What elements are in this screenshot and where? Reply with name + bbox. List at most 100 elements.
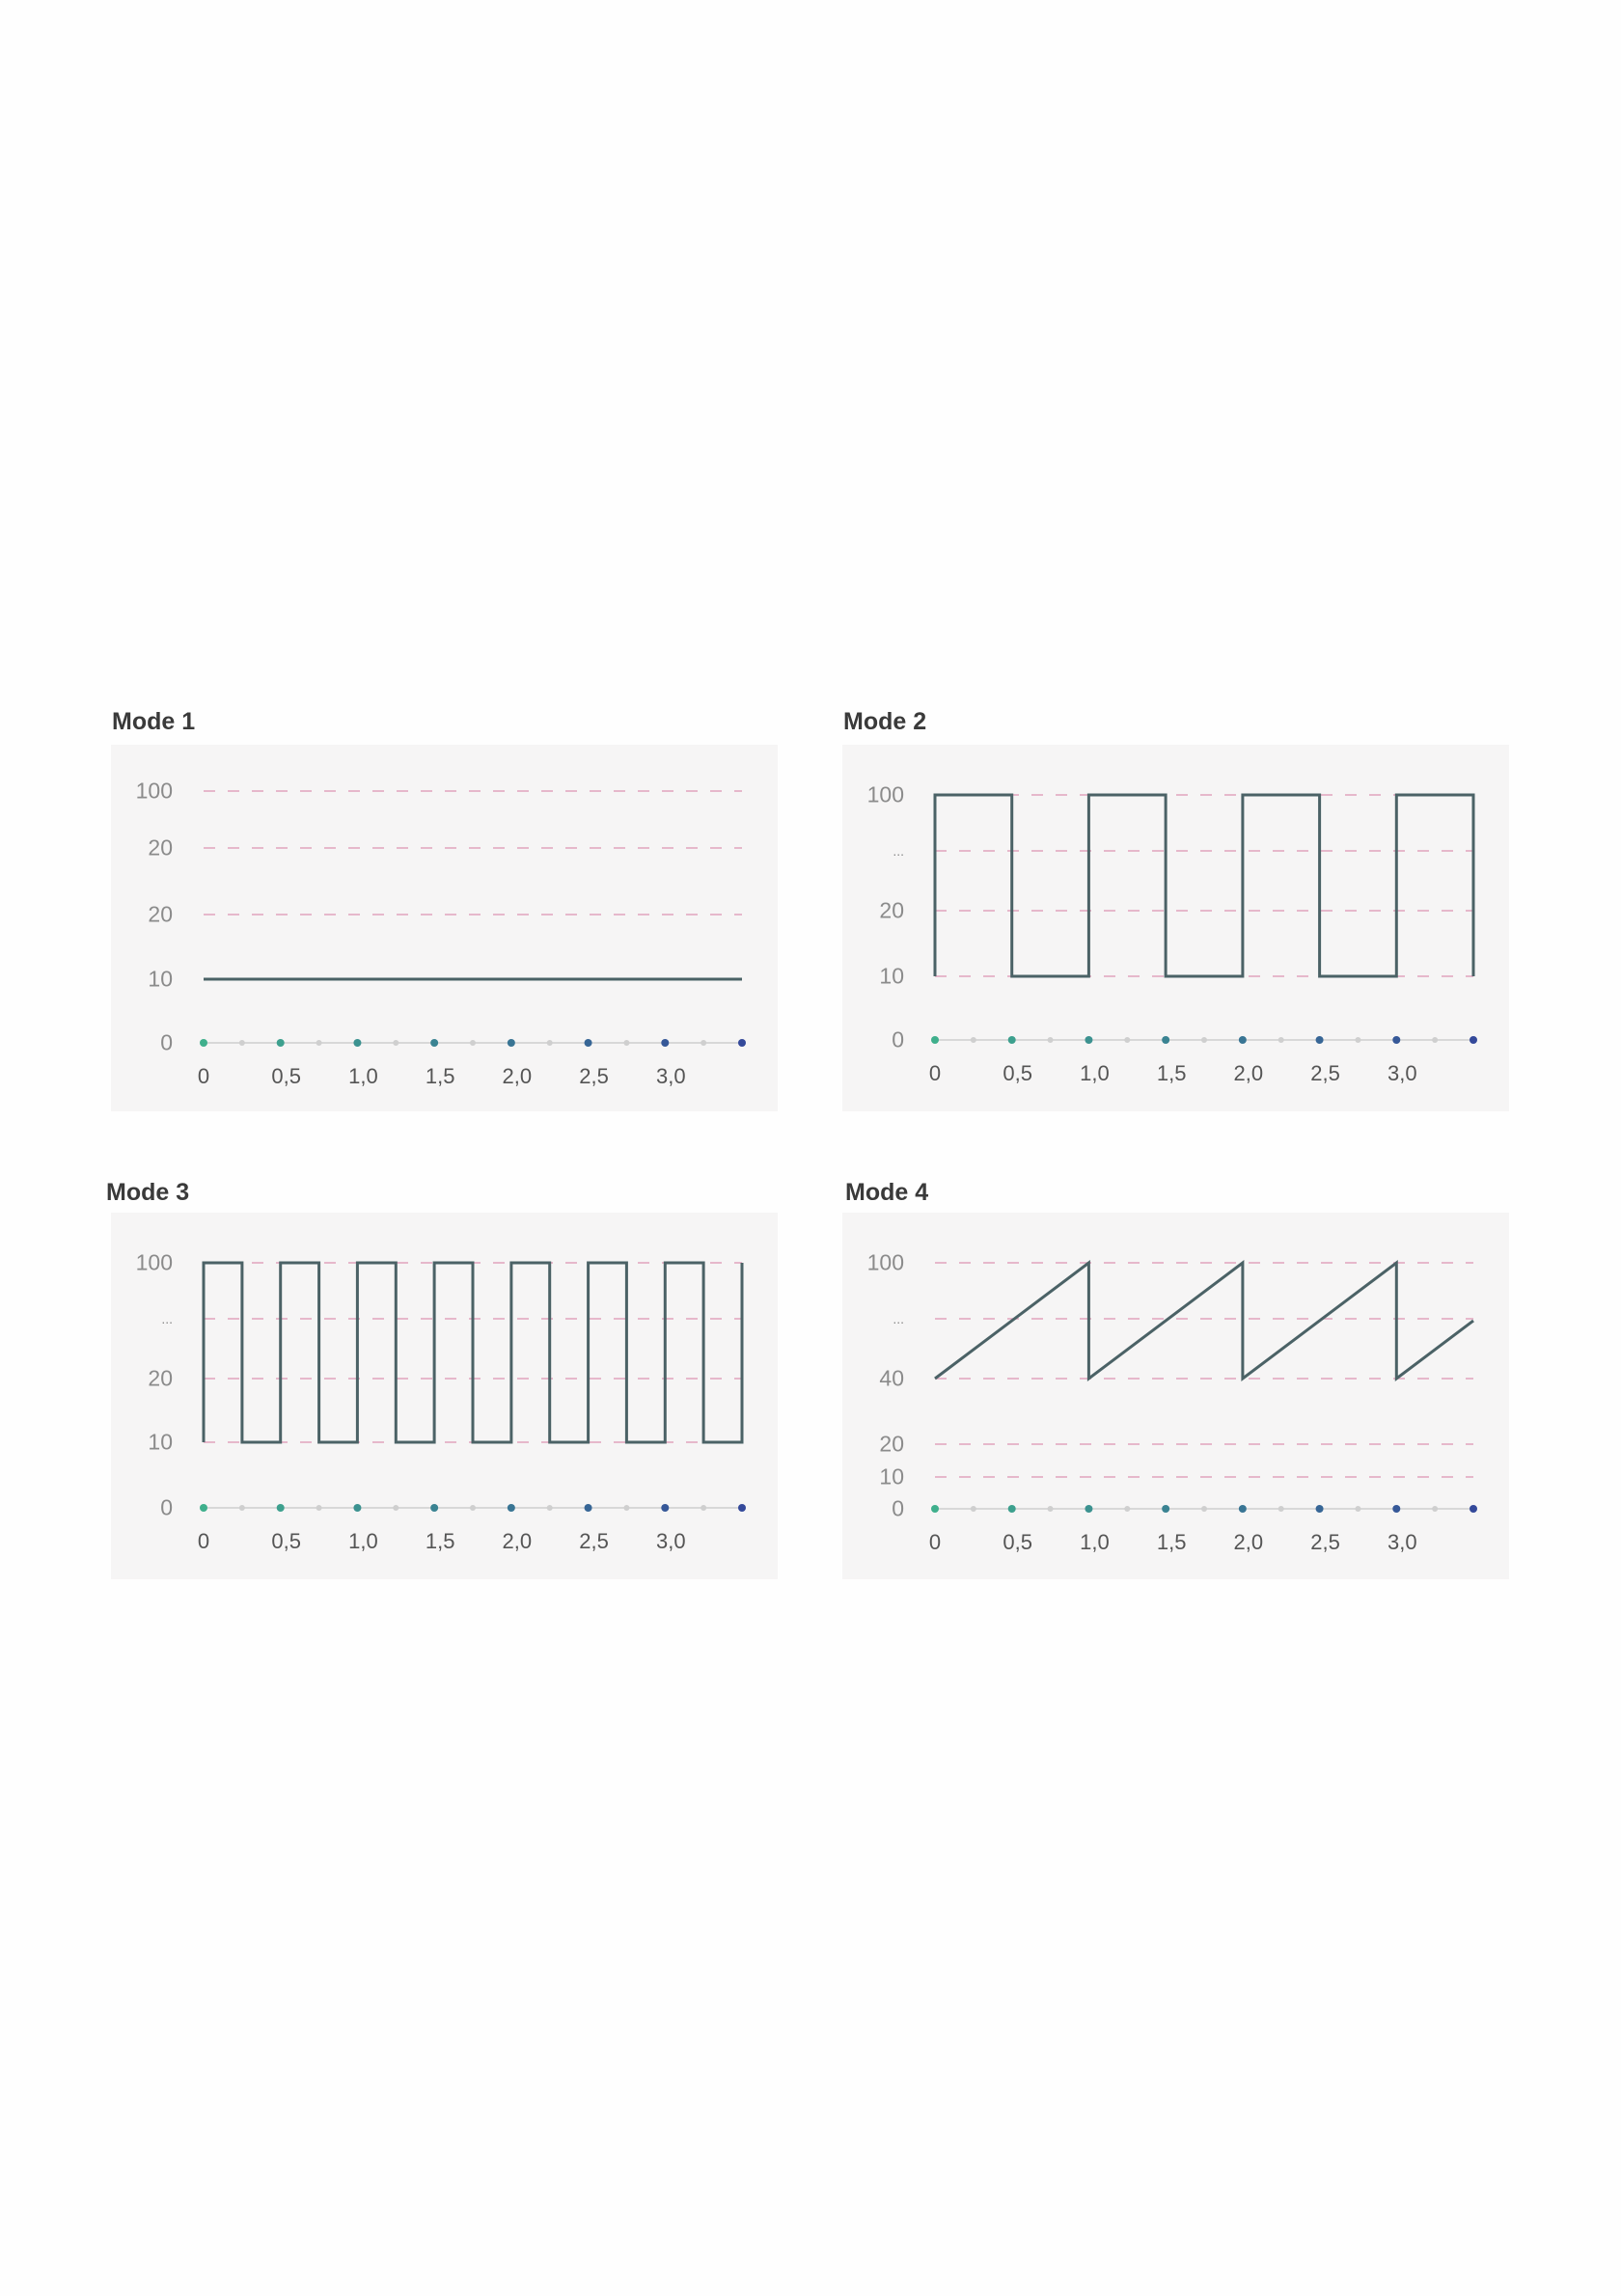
y-tick-label: 100 [135, 1249, 173, 1275]
chart-title-mode-1: Mode 1 [112, 708, 196, 735]
chart-panel-mode-1: 100 20 20 10 0 0 0,5 1,0 1,5 2,0 2,5 3,0 [111, 745, 778, 1111]
x-axis-major-dot [931, 1505, 939, 1513]
chart-panel-mode-2: 100... 20 10 0 0 0,5 1,0 1,5 2,0 2,5 3,0 [842, 745, 1509, 1111]
x-axis-major-dot [661, 1504, 670, 1512]
x-axis-major-dot [276, 1504, 285, 1512]
chart-panel-mode-3: 100... 20 10 0 0 0,5 1,0 1,5 2,0 2,5 3,0 [111, 1213, 778, 1579]
x-tick-label: 1,0 [1080, 1530, 1110, 1554]
x-tick-label: 2,5 [1310, 1061, 1340, 1085]
x-axis-major-dot [661, 1039, 670, 1047]
x-tick-label: 1,5 [1156, 1061, 1187, 1085]
x-axis-minor-dot [1201, 1506, 1207, 1512]
x-tick-label: 2,5 [579, 1064, 609, 1088]
y-tick-label: 0 [892, 1495, 904, 1521]
x-axis-major-dot [507, 1504, 515, 1512]
series-line [933, 793, 1475, 978]
chart-title-mode-4: Mode 4 [845, 1179, 929, 1206]
x-axis-minor-dot [970, 1506, 976, 1512]
chart-panel-mode-4: 100... 40 20 10 0 0 0,5 1,0 1,5 2,0 2,5 3,0 [842, 1213, 1509, 1579]
x-axis-minor-dot [546, 1040, 553, 1046]
x-axis-major-dot [1238, 1036, 1247, 1044]
x-tick-label: 3,0 [1387, 1061, 1417, 1085]
x-axis-major-dot [1162, 1036, 1170, 1044]
x-axis-minor-dot [546, 1505, 553, 1511]
x-axis-minor-dot [623, 1040, 630, 1046]
x-axis-major-dot [353, 1039, 362, 1047]
x-tick-label: 0 [928, 1061, 942, 1085]
x-axis-minor-dot [1124, 1037, 1131, 1043]
x-axis-minor-dot [393, 1040, 399, 1046]
x-axis-minor-dot [238, 1040, 245, 1046]
y-tick-label: 100 [866, 781, 904, 807]
x-axis-major-dot [1007, 1036, 1016, 1044]
x-axis-minor-dot [470, 1040, 476, 1046]
x-axis-major-dot [1315, 1505, 1324, 1513]
y-tick-label: ... [161, 1311, 173, 1326]
x-axis-major-dot [1085, 1505, 1093, 1513]
y-tick-label: 20 [148, 1365, 173, 1391]
x-axis-minor-dot [1355, 1037, 1361, 1043]
y-tick-label: 100 [135, 778, 173, 804]
x-tick-label: 1,5 [425, 1529, 455, 1553]
x-axis-minor-dot [1278, 1037, 1284, 1043]
x-axis-major-dot [1392, 1505, 1401, 1513]
x-axis-minor-dot [1047, 1506, 1054, 1512]
x-axis-minor-dot [623, 1505, 630, 1511]
x-tick-label: 3,0 [655, 1529, 686, 1553]
x-tick-label: 2,0 [1233, 1061, 1264, 1085]
x-axis-major-dot [1085, 1036, 1093, 1044]
x-axis-major-dot [507, 1039, 515, 1047]
x-axis-major-dot [276, 1039, 285, 1047]
chart-title-mode-2: Mode 2 [843, 708, 927, 735]
x-axis-major-dot [738, 1504, 746, 1512]
x-tick-label: 2,0 [502, 1064, 533, 1088]
y-tick-label: ... [893, 843, 904, 859]
x-axis-major-dot [1470, 1036, 1477, 1044]
y-tick-label: 10 [879, 1463, 904, 1490]
x-axis-major-dot [1007, 1505, 1016, 1513]
x-axis-major-dot [1392, 1036, 1401, 1044]
x-axis-major-dot [584, 1039, 592, 1047]
x-axis-minor-dot [1355, 1506, 1361, 1512]
chart-plot [200, 1261, 746, 1512]
y-tick-label: 100 [866, 1249, 904, 1275]
x-tick-label: 3,0 [655, 1064, 686, 1088]
x-axis-minor-dot [1124, 1506, 1131, 1512]
x-axis-minor-dot [393, 1505, 399, 1511]
x-axis-major-dot [200, 1039, 207, 1047]
chart-plot [931, 793, 1477, 1044]
x-axis-major-dot [353, 1504, 362, 1512]
x-axis-major-dot [1315, 1036, 1324, 1044]
x-axis-minor-dot [701, 1040, 707, 1046]
x-axis-major-dot [200, 1504, 207, 1512]
x-axis-major-dot [1162, 1505, 1170, 1513]
chart-plot [931, 1259, 1477, 1513]
x-tick-label: 2,5 [1310, 1530, 1340, 1554]
y-tick-label: 20 [879, 897, 904, 923]
x-tick-label: 0 [928, 1530, 942, 1554]
x-axis-minor-dot [701, 1505, 707, 1511]
x-axis-minor-dot [316, 1505, 322, 1511]
y-tick-label: 40 [879, 1365, 904, 1391]
x-tick-label: 1,5 [1156, 1530, 1187, 1554]
series-line [934, 1259, 1474, 1382]
x-tick-label: 3,0 [1387, 1530, 1417, 1554]
x-axis-minor-dot [1047, 1037, 1054, 1043]
x-axis-minor-dot [1432, 1506, 1439, 1512]
x-tick-label: 1,0 [1080, 1061, 1110, 1085]
y-tick-label: 20 [879, 1431, 904, 1457]
y-tick-label: 10 [879, 963, 904, 989]
x-axis-minor-dot [1201, 1037, 1207, 1043]
x-axis-major-dot [1470, 1505, 1477, 1513]
y-tick-label: 10 [148, 966, 173, 992]
x-tick-label: 0,5 [271, 1064, 301, 1088]
y-tick-label: ... [893, 1311, 904, 1326]
y-tick-label: 20 [148, 901, 173, 927]
y-tick-label: 0 [892, 1026, 904, 1052]
x-axis-major-dot [430, 1504, 439, 1512]
x-tick-label: 1,5 [425, 1064, 455, 1088]
y-tick-label: 20 [148, 834, 173, 861]
x-axis-minor-dot [238, 1505, 245, 1511]
x-axis-major-dot [430, 1039, 439, 1047]
x-axis-major-dot [1238, 1505, 1247, 1513]
